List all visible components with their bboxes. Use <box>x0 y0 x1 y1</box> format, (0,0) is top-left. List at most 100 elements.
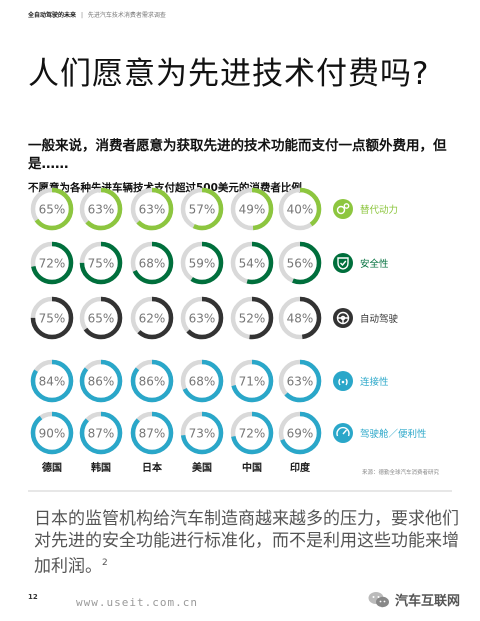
watermark: www.useit.com.cn <box>76 596 198 609</box>
donut-arc <box>30 359 74 403</box>
shield-shape <box>337 257 349 270</box>
donut-arc <box>180 296 224 340</box>
caption-footnote-ref: 2 <box>102 558 108 568</box>
donut-arc <box>230 359 274 403</box>
icon-badge <box>333 253 353 273</box>
donut-value-label: 65% <box>88 312 115 326</box>
signal-icon <box>333 371 353 391</box>
donut-arc <box>30 187 74 231</box>
gauge-needle <box>342 429 348 435</box>
donut-value-label: 52% <box>239 312 266 326</box>
series-label: 安全性 <box>360 258 389 270</box>
icon-badge <box>333 199 353 219</box>
caption-body: 日本的监管机构给汽车制造商越来越多的压力，要求他们对先进的安全功能进行标准化，而… <box>34 509 459 577</box>
donut-value-label: 63% <box>189 312 216 326</box>
donut-value-label: 57% <box>189 203 216 217</box>
donut-value-label: 72% <box>39 257 66 271</box>
donut-value-label: 75% <box>88 257 115 271</box>
donut-value-label: 68% <box>139 257 166 271</box>
donut-arc <box>230 411 274 455</box>
donut-arc <box>180 359 224 403</box>
country-label: 美国 <box>192 461 212 474</box>
donut-arc <box>278 359 322 403</box>
donut-arc <box>130 296 174 340</box>
donut-arc <box>180 241 224 285</box>
page-number: 12 <box>28 593 38 601</box>
donut-arc <box>180 411 224 455</box>
donut-value-label: 87% <box>139 427 166 441</box>
gears-icon <box>333 199 353 219</box>
donut-arc <box>30 241 74 285</box>
donut-value-label: 65% <box>39 203 66 217</box>
shield-check-icon <box>333 253 353 273</box>
donut-value-label: 63% <box>287 375 314 389</box>
series-label: 驾驶舱／便利性 <box>360 428 427 440</box>
donut-value-label: 84% <box>39 375 66 389</box>
header-subtitle: 先进汽车技术消费者需求调查 <box>87 12 166 19</box>
signal-dot <box>341 380 345 384</box>
donut-value-label: 90% <box>39 427 66 441</box>
gear-small <box>343 203 350 209</box>
donut-value-label: 86% <box>88 375 115 389</box>
donut-arc <box>30 296 74 340</box>
donut-value-label: 68% <box>189 375 216 389</box>
donut-arc <box>230 241 274 285</box>
donut-value-label: 63% <box>88 203 115 217</box>
donut-value-label: 75% <box>39 312 66 326</box>
chart-source: 来源：德勤全球汽车消费者研究 <box>362 470 440 476</box>
caption-text: 日本的监管机构给汽车制造商越来越多的压力，要求他们对先进的安全功能进行标准化，而… <box>34 508 464 578</box>
donut-arc <box>278 296 322 340</box>
donut-arc <box>130 359 174 403</box>
gauge-icon <box>333 423 353 443</box>
donut-value-label: 49% <box>239 203 266 217</box>
intro-text: 一般来说，消费者愿意为获取先进的技术功能而支付一点额外费用，但是…… <box>28 138 447 172</box>
donut-arc <box>230 187 274 231</box>
donut-arc <box>79 187 123 231</box>
header-section: 全自动驾驶的未来 <box>28 12 77 19</box>
donut-value-label: 56% <box>287 257 314 271</box>
country-label: 日本 <box>142 461 163 474</box>
series-label: 替代动力 <box>360 204 398 216</box>
page-title: 人们愿意为先进技术付费吗? <box>28 56 430 92</box>
donut-arc <box>79 296 123 340</box>
donut-arc <box>180 187 224 231</box>
wheel-spokes <box>337 317 349 324</box>
donut-value-label: 40% <box>287 203 314 217</box>
country-label: 中国 <box>242 461 262 474</box>
steering-wheel-icon <box>333 308 353 328</box>
country-label: 德国 <box>41 461 62 474</box>
series-label: 连接性 <box>360 376 389 388</box>
country-label: 韩国 <box>91 461 111 474</box>
donut-arc <box>230 296 274 340</box>
running-header: 全自动驾驶的未来 | 先进汽车技术消费者需求调查 <box>28 10 166 19</box>
donut-arc <box>278 241 322 285</box>
check-mark <box>340 260 347 267</box>
donut-value-label: 48% <box>287 312 314 326</box>
donut-value-label: 54% <box>239 257 266 271</box>
series-label: 自动驾驶 <box>360 313 399 325</box>
donut-value-label: 63% <box>139 203 166 217</box>
donut-arc <box>130 411 174 455</box>
donut-value-label: 72% <box>239 427 266 441</box>
donut-value-label: 69% <box>287 427 314 441</box>
header-separator: | <box>80 12 83 19</box>
gauge-arc <box>336 426 350 437</box>
donut-value-label: 71% <box>239 375 266 389</box>
donut-value-label: 86% <box>139 375 166 389</box>
country-label: 印度 <box>290 461 311 474</box>
donut-value-label: 87% <box>88 427 115 441</box>
donut-arc <box>130 241 174 285</box>
donut-value-label: 62% <box>139 312 166 326</box>
brand-logo: 汽车互联网 <box>368 590 460 609</box>
signal-waves <box>338 378 348 386</box>
donut-arc <box>278 411 322 455</box>
donut-arc <box>30 411 74 455</box>
donut-arc <box>278 187 322 231</box>
donut-arc <box>79 411 123 455</box>
gear-large <box>336 205 346 215</box>
donut-arc <box>79 241 123 285</box>
donut-arc <box>130 187 174 231</box>
donut-value-label: 59% <box>189 257 216 271</box>
donut-value-label: 73% <box>189 427 216 441</box>
